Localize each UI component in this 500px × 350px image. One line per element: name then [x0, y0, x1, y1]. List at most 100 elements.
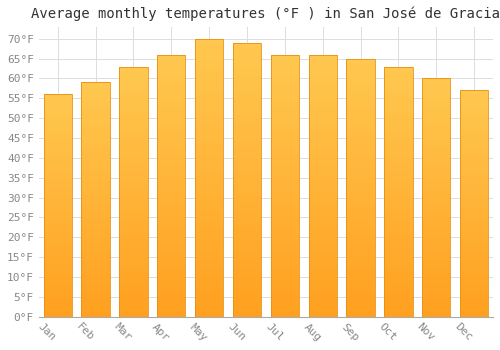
- Bar: [460, 90, 488, 317]
- Bar: [460, 104, 488, 108]
- Bar: [384, 152, 412, 156]
- Bar: [422, 136, 450, 140]
- Bar: [308, 285, 337, 290]
- Bar: [460, 154, 488, 158]
- Bar: [82, 186, 110, 190]
- Bar: [195, 278, 224, 284]
- Bar: [82, 139, 110, 143]
- Bar: [195, 139, 224, 145]
- Bar: [44, 201, 72, 205]
- Bar: [119, 132, 148, 136]
- Bar: [233, 43, 261, 317]
- Bar: [82, 115, 110, 120]
- Bar: [384, 267, 412, 272]
- Bar: [82, 144, 110, 148]
- Bar: [270, 123, 299, 128]
- Bar: [422, 121, 450, 126]
- Bar: [422, 150, 450, 155]
- Bar: [308, 222, 337, 228]
- Bar: [195, 250, 224, 255]
- Bar: [346, 58, 375, 64]
- Bar: [44, 121, 72, 125]
- Bar: [460, 127, 488, 131]
- Bar: [422, 112, 450, 117]
- Bar: [422, 88, 450, 93]
- Bar: [157, 228, 186, 233]
- Bar: [44, 130, 72, 134]
- Bar: [195, 155, 224, 161]
- Bar: [195, 189, 224, 195]
- Bar: [422, 160, 450, 164]
- Bar: [346, 312, 375, 317]
- Bar: [422, 312, 450, 317]
- Bar: [308, 81, 337, 86]
- Bar: [308, 196, 337, 202]
- Bar: [346, 234, 375, 239]
- Bar: [44, 277, 72, 281]
- Bar: [308, 290, 337, 296]
- Bar: [270, 243, 299, 248]
- Bar: [346, 152, 375, 157]
- Bar: [233, 103, 261, 108]
- Bar: [44, 290, 72, 295]
- Bar: [195, 211, 224, 217]
- Bar: [44, 148, 72, 152]
- Bar: [82, 275, 110, 279]
- Bar: [460, 253, 488, 258]
- Bar: [157, 55, 186, 317]
- Bar: [346, 182, 375, 188]
- Bar: [384, 147, 412, 152]
- Bar: [82, 307, 110, 312]
- Bar: [157, 70, 186, 76]
- Bar: [195, 172, 224, 178]
- Bar: [157, 280, 186, 285]
- Bar: [195, 100, 224, 105]
- Bar: [346, 239, 375, 245]
- Bar: [270, 290, 299, 296]
- Bar: [119, 77, 148, 82]
- Bar: [346, 260, 375, 265]
- Bar: [44, 152, 72, 156]
- Bar: [346, 146, 375, 152]
- Bar: [346, 219, 375, 224]
- Bar: [460, 249, 488, 253]
- Bar: [44, 170, 72, 174]
- Bar: [460, 303, 488, 308]
- Bar: [233, 191, 261, 196]
- Bar: [460, 262, 488, 267]
- Bar: [270, 128, 299, 133]
- Bar: [270, 70, 299, 76]
- Bar: [82, 293, 110, 298]
- Bar: [119, 156, 148, 162]
- Bar: [233, 257, 261, 262]
- Bar: [119, 302, 148, 307]
- Bar: [460, 149, 488, 154]
- Bar: [44, 219, 72, 223]
- Bar: [44, 237, 72, 241]
- Bar: [308, 312, 337, 317]
- Bar: [346, 120, 375, 126]
- Bar: [270, 170, 299, 175]
- Bar: [44, 112, 72, 117]
- Bar: [157, 91, 186, 97]
- Bar: [460, 217, 488, 222]
- Bar: [460, 299, 488, 303]
- Bar: [195, 117, 224, 122]
- Bar: [308, 175, 337, 181]
- Bar: [270, 133, 299, 139]
- Bar: [119, 121, 148, 127]
- Bar: [119, 192, 148, 197]
- Bar: [308, 118, 337, 123]
- Bar: [233, 114, 261, 119]
- Bar: [422, 231, 450, 236]
- Bar: [195, 239, 224, 245]
- Bar: [460, 113, 488, 118]
- Bar: [157, 270, 186, 275]
- Bar: [119, 177, 148, 182]
- Bar: [233, 311, 261, 317]
- Bar: [195, 267, 224, 272]
- Bar: [82, 251, 110, 256]
- Title: Average monthly temperatures (°F ) in San José de Gracia: Average monthly temperatures (°F ) in Sa…: [32, 7, 500, 21]
- Bar: [195, 295, 224, 300]
- Bar: [82, 82, 110, 87]
